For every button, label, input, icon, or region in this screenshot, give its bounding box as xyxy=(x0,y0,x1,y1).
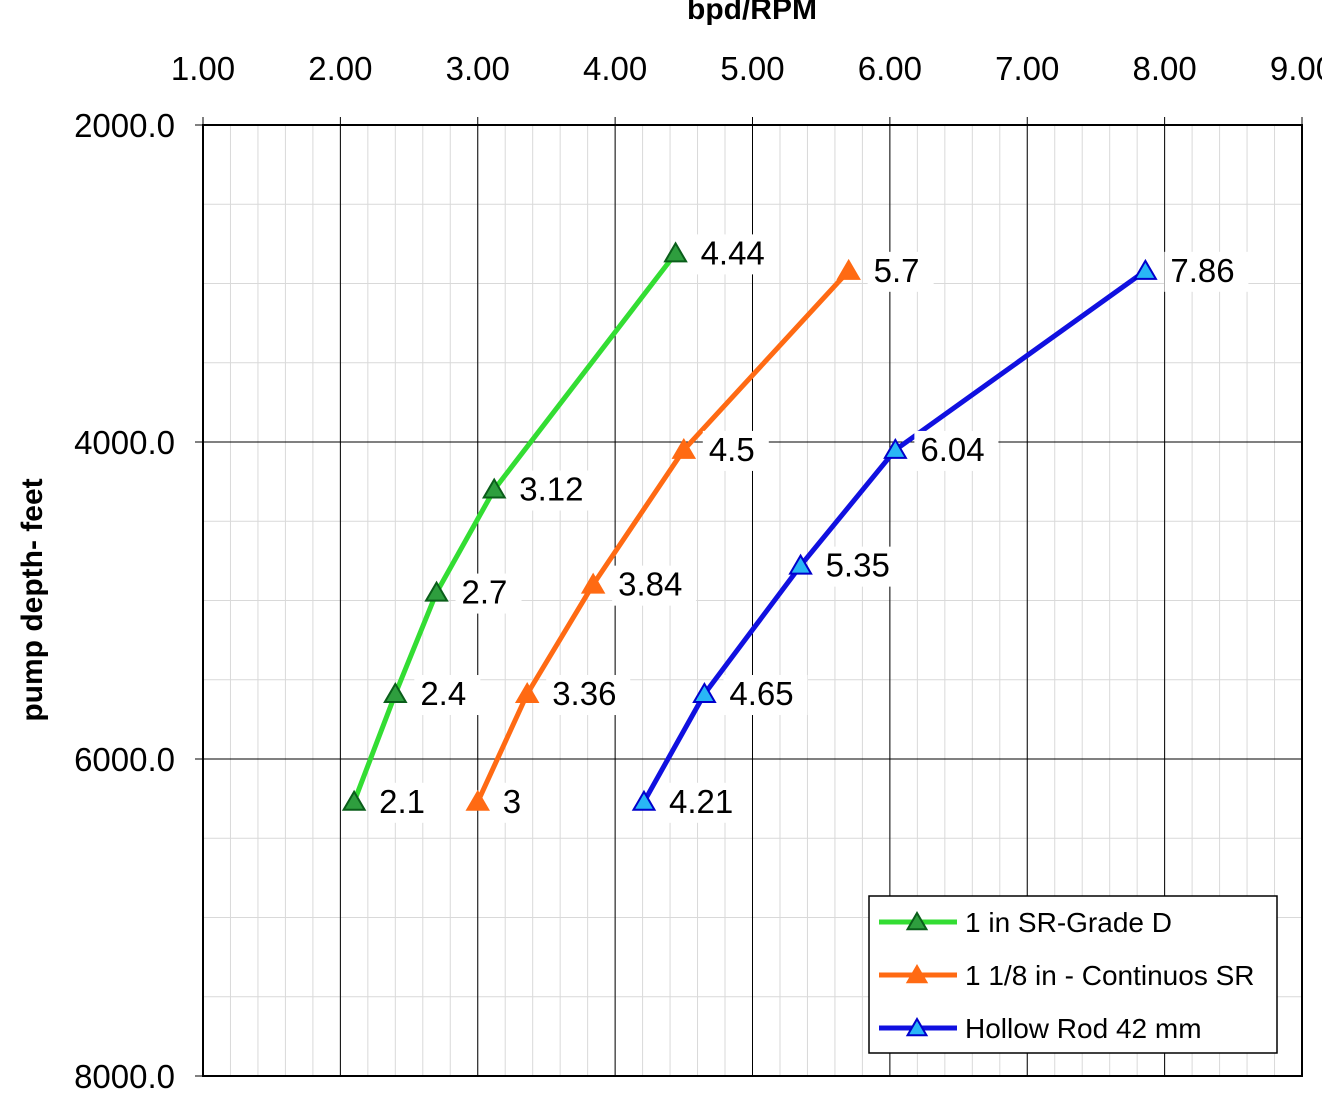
data-label: 7.86 xyxy=(1170,252,1234,289)
data-label: 3.12 xyxy=(519,471,583,508)
data-point-marker xyxy=(631,789,657,811)
data-label: 5.7 xyxy=(874,252,920,289)
data-label-background xyxy=(1164,251,1249,292)
series-0 xyxy=(341,241,688,811)
data-label: 5.35 xyxy=(826,547,890,584)
data-label: 2.1 xyxy=(379,783,425,820)
x-tick-label: 1.00 xyxy=(171,50,235,87)
data-label: 2.4 xyxy=(420,675,466,712)
x-axis-title: bpd/RPM xyxy=(687,0,817,26)
data-label-background xyxy=(702,430,769,471)
series-line xyxy=(475,269,851,803)
data-label-background xyxy=(546,675,631,716)
data-label: 4.21 xyxy=(669,783,733,820)
data-label: 4.5 xyxy=(709,431,755,468)
legend-item-0: 1 in SR-Grade D xyxy=(879,907,1172,938)
data-point-marker xyxy=(580,572,606,594)
plot-area-frame xyxy=(202,124,1303,1077)
data-label-background xyxy=(612,565,697,606)
data-point-marker xyxy=(383,682,408,704)
data-label-background xyxy=(455,573,522,614)
data-label-background xyxy=(819,546,904,587)
y-axis-title: pump depth- feet xyxy=(16,478,49,721)
data-point-marker xyxy=(424,580,449,602)
data-label-background xyxy=(373,782,440,823)
data-label: 3.36 xyxy=(552,675,616,712)
data-point-marker xyxy=(663,241,688,263)
data-point-marker xyxy=(788,553,813,575)
x-tick-label: 4.00 xyxy=(583,50,647,87)
series-1 xyxy=(465,258,861,811)
data-point-marker xyxy=(692,682,717,704)
data-label: 4.65 xyxy=(729,675,793,712)
data-point-marker xyxy=(671,437,697,459)
data-label: 4.44 xyxy=(701,234,765,271)
data-point-marker xyxy=(883,437,908,459)
x-tick-label: 8.00 xyxy=(1133,50,1197,87)
y-tick-label: 8000.0 xyxy=(74,1058,175,1095)
data-label-background xyxy=(414,675,481,716)
data-label: 3.84 xyxy=(618,566,682,603)
legend-label: Hollow Rod 42 mm xyxy=(965,1013,1202,1044)
y-tick-label: 2000.0 xyxy=(74,107,175,144)
legend-label: 1 1/8 in - Continuos SR xyxy=(965,960,1255,991)
data-point-marker xyxy=(481,477,507,499)
x-tick-label: 5.00 xyxy=(720,50,784,87)
series-layer xyxy=(341,241,1158,811)
legend-marker xyxy=(905,1017,929,1037)
data-point-marker xyxy=(1133,258,1158,280)
series-line xyxy=(641,268,1147,804)
legend-item-1: 1 1/8 in - Continuos SR xyxy=(879,960,1255,991)
x-tick-label: 9.00 xyxy=(1270,50,1322,87)
y-tick-label: 6000.0 xyxy=(74,741,175,778)
series-2 xyxy=(631,258,1158,811)
x-tick-label: 2.00 xyxy=(308,50,372,87)
data-label: 2.7 xyxy=(462,574,508,611)
legend-marker xyxy=(905,964,929,984)
legend-item-2: Hollow Rod 42 mm xyxy=(879,1013,1202,1044)
data-label-background xyxy=(662,782,747,823)
x-tick-label: 6.00 xyxy=(858,50,922,87)
data-label-background xyxy=(496,782,527,823)
data-label-background xyxy=(513,470,598,511)
data-labels: 2.1 2.4 2.7 3.12 4.44 3 3.36 3.84 4.5 5.7 4.21 4.65… xyxy=(373,234,1249,823)
x-tick-label: 7.00 xyxy=(995,50,1059,87)
data-label: 3 xyxy=(503,783,521,820)
legend: 1 in SR-Grade D 1 1/8 in - Continuos SR Ho… xyxy=(868,895,1278,1054)
data-point-marker xyxy=(514,682,540,704)
data-label-background xyxy=(723,675,808,716)
y-tick-label: 4000.0 xyxy=(74,424,175,461)
x-tick-label: 3.00 xyxy=(446,50,510,87)
legend-marker xyxy=(905,911,929,931)
legend-label: 1 in SR-Grade D xyxy=(965,907,1172,938)
data-label-background xyxy=(914,430,999,471)
data-point-marker xyxy=(465,789,490,811)
y-tick-labels: 2000.0 4000.0 6000.0 8000.0 xyxy=(74,107,175,1095)
data-label-background xyxy=(694,234,779,275)
data-label-background xyxy=(867,251,934,292)
x-tick-labels: 1.00 2.00 3.00 4.00 5.00 6.00 7.00 8.00 9.00 xyxy=(171,50,1322,87)
data-label: 6.04 xyxy=(920,431,984,468)
data-point-marker xyxy=(341,789,367,811)
data-point-marker xyxy=(836,258,861,280)
